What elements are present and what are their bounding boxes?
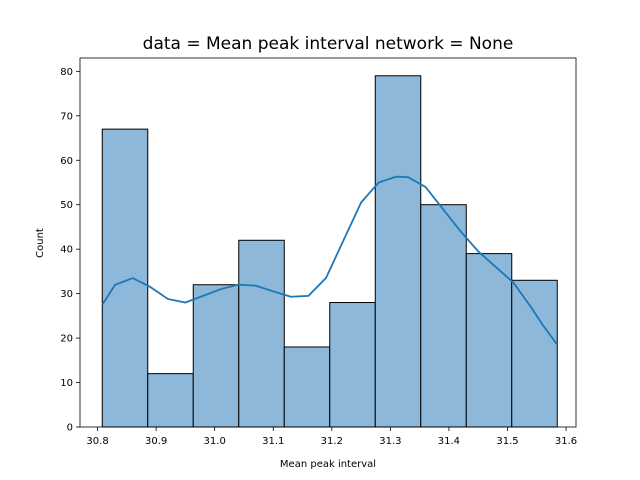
x-tick-label: 31.1 — [262, 436, 284, 447]
x-tick-label: 31.5 — [496, 436, 518, 447]
y-tick-label: 30 — [60, 289, 73, 300]
x-tick-label: 31.6 — [555, 436, 577, 447]
kde-line — [101, 175, 558, 346]
y-axis-ticks: 0 10 20 30 40 50 60 70 80 — [60, 67, 80, 434]
chart-title: data = Mean peak interval network = None — [143, 34, 514, 54]
x-tick-label: 31.0 — [204, 436, 226, 447]
y-tick-label: 40 — [60, 245, 73, 256]
histogram-bar-6 — [329, 302, 376, 428]
x-tick-label: 30.8 — [86, 436, 108, 447]
x-axis-ticks: 30.8 30.9 31.0 31.1 31.2 31.3 31.4 31.5 31.6 — [86, 427, 577, 447]
histogram-bar-10 — [511, 279, 558, 428]
x-tick-label: 31.4 — [438, 436, 460, 447]
histogram-bar-1 — [101, 128, 149, 428]
y-tick-label: 70 — [60, 111, 73, 122]
y-tick-label: 10 — [60, 378, 73, 389]
x-tick-label: 30.9 — [145, 436, 167, 447]
histogram-bar-4 — [238, 239, 285, 428]
y-tick-label: 50 — [60, 200, 73, 211]
histogram-bar-9 — [465, 253, 513, 428]
x-axis-label: Mean peak interval — [280, 459, 376, 470]
y-axis-label: Count — [35, 228, 46, 258]
bars-group — [101, 75, 558, 428]
y-tick-label: 60 — [60, 156, 73, 167]
histogram-bar-7 — [374, 75, 422, 428]
histogram-bar-8 — [420, 204, 467, 428]
y-tick-label: 80 — [60, 67, 73, 78]
histogram-bar-5 — [283, 346, 331, 428]
histogram-bar-3 — [192, 284, 240, 428]
x-tick-label: 31.2 — [321, 436, 343, 447]
y-tick-label: 20 — [60, 334, 73, 345]
x-tick-label: 31.3 — [379, 436, 401, 447]
y-tick-label: 0 — [67, 423, 73, 434]
histogram-bar-2 — [147, 373, 194, 428]
plot-frame — [79, 57, 577, 428]
